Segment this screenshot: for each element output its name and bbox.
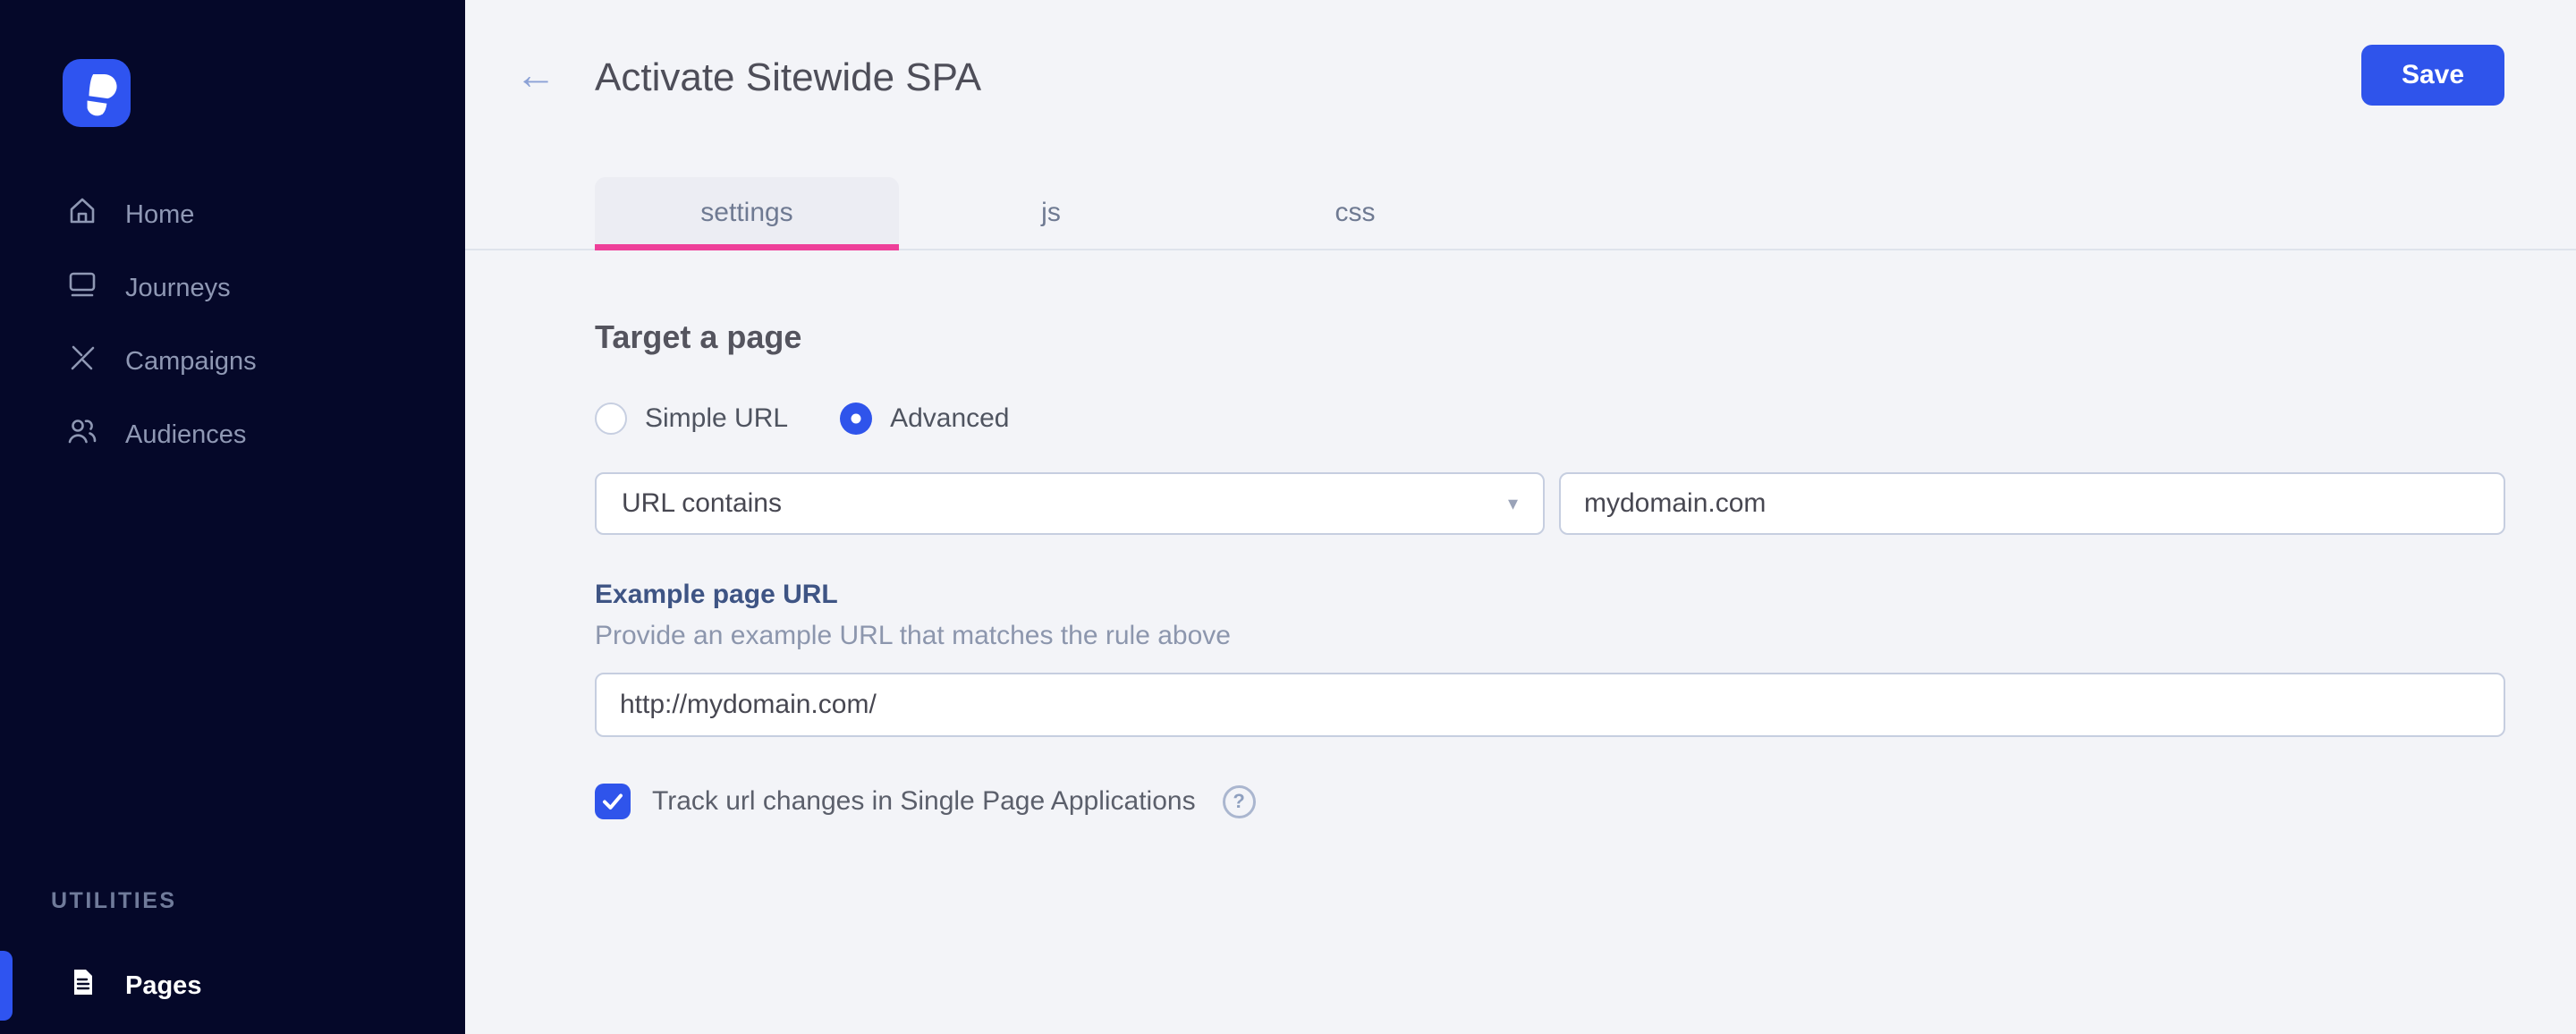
- audiences-people-icon: [66, 415, 98, 454]
- spa-tracking-row[interactable]: Track url changes in Single Page Applica…: [595, 784, 2505, 819]
- url-rule-selected-value: URL contains: [622, 488, 782, 518]
- radio-unchecked-icon[interactable]: [595, 403, 627, 435]
- tab-css[interactable]: css: [1335, 198, 1376, 227]
- settings-panel: Target a page Simple URL Advanced URL co…: [465, 318, 2576, 819]
- campaigns-split-icon: [66, 342, 98, 381]
- section-heading: Target a page: [595, 318, 802, 355]
- save-button[interactable]: Save: [2361, 45, 2504, 106]
- radio-simple-url-label: Simple URL: [645, 403, 789, 433]
- example-url-hint: Provide an example URL that matches the …: [595, 621, 1231, 650]
- example-url-label: Example page URL: [595, 580, 838, 609]
- main-content: ← Activate Sitewide SPA Save settings js…: [465, 0, 2576, 1034]
- page-title: Activate Sitewide SPA: [595, 55, 982, 99]
- tab-settings[interactable]: settings: [595, 177, 899, 250]
- sidebar-item-pages[interactable]: Pages: [0, 945, 465, 1027]
- sidebar-item-audiences[interactable]: Audiences: [0, 398, 465, 471]
- example-url-input[interactable]: [595, 673, 2505, 737]
- app-logo[interactable]: [63, 59, 131, 127]
- checkbox-checked-icon[interactable]: [595, 784, 631, 819]
- sidebar-nav: Home Journeys: [0, 178, 465, 471]
- page-header: ← Activate Sitewide SPA Save: [465, 0, 2576, 177]
- radio-advanced[interactable]: Advanced: [840, 403, 1010, 435]
- radio-advanced-label: Advanced: [890, 403, 1010, 433]
- sidebar-item-label: Pages: [125, 970, 202, 1000]
- chevron-down-icon: ▾: [1507, 492, 1518, 514]
- pages-document-icon: [66, 966, 98, 1005]
- url-rule-value-input[interactable]: [1559, 472, 2505, 535]
- url-mode-radio-group: Simple URL Advanced: [595, 403, 2505, 435]
- active-indicator-bar: [0, 951, 13, 1021]
- url-rule-select[interactable]: URL contains ▾: [595, 472, 1545, 535]
- url-rule-row: URL contains ▾: [595, 472, 2505, 535]
- back-arrow-icon[interactable]: ←: [515, 51, 556, 97]
- sidebar-item-label: Campaigns: [125, 346, 257, 376]
- radio-checked-icon[interactable]: [840, 403, 873, 435]
- sidebar-item-campaigns[interactable]: Campaigns: [0, 325, 465, 398]
- app-logo-flag-icon: [63, 57, 131, 130]
- sidebar-item-journeys[interactable]: Journeys: [0, 251, 465, 325]
- sidebar-item-label: Home: [125, 199, 195, 229]
- utilities-header: UTILITIES: [51, 888, 177, 913]
- sidebar: Home Journeys: [0, 0, 465, 1034]
- home-icon: [66, 195, 98, 234]
- tab-js[interactable]: js: [1041, 198, 1061, 227]
- sidebar-item-home[interactable]: Home: [0, 178, 465, 251]
- spa-tracking-label: Track url changes in Single Page Applica…: [652, 786, 1196, 816]
- journeys-window-icon: [66, 268, 98, 308]
- radio-simple-url[interactable]: Simple URL: [595, 403, 788, 435]
- help-question-icon[interactable]: ?: [1222, 784, 1256, 818]
- sidebar-utilities-section: UTILITIES Pages: [0, 888, 465, 1034]
- tab-bar: settings js css: [465, 177, 2576, 250]
- sidebar-item-label: Audiences: [125, 420, 247, 449]
- sidebar-item-label: Journeys: [125, 273, 231, 302]
